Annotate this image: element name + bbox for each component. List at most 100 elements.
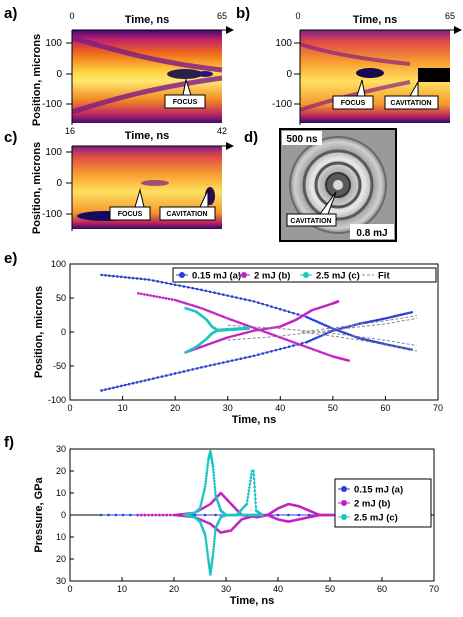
data-point: [143, 513, 147, 517]
data-point: [200, 366, 203, 369]
data-point: [212, 542, 216, 546]
legend-label: 0.15 mJ (a): [354, 485, 403, 496]
y-tick-label: 30: [56, 576, 66, 586]
data-point: [195, 305, 199, 309]
panel-a-ylabel: Position, microns: [31, 34, 43, 126]
legend-label: 2.5 mJ (c): [316, 271, 360, 282]
panel-a-focus-callout: [164, 78, 206, 109]
data-point: [158, 295, 162, 299]
data-point: [276, 325, 280, 329]
x-tick-label: 0: [67, 584, 72, 594]
data-point: [368, 339, 372, 342]
x-tick-label: 50: [325, 584, 335, 594]
data-point: [104, 388, 107, 391]
panel-b-label: b): [236, 5, 250, 22]
data-point: [327, 353, 330, 357]
data-point: [257, 328, 260, 332]
data-point: [388, 316, 392, 319]
legend-marker: [341, 486, 347, 492]
data-point: [252, 300, 256, 303]
panel-b-cavitation-callout: [384, 80, 439, 110]
data-point: [375, 318, 378, 322]
y-tick-label: -100: [48, 395, 66, 405]
panel-d-time-tag-box: [282, 131, 322, 145]
data-point: [206, 550, 209, 554]
panel-a-ytick: 0: [56, 69, 62, 80]
data-point: [164, 297, 168, 300]
data-point: [311, 338, 315, 341]
panel-f-label: f): [4, 434, 14, 451]
data-point: [252, 473, 256, 477]
x-tick-label: 10: [117, 584, 127, 594]
x-axis-label: Time, ns: [232, 414, 276, 426]
panel-b-ytick: 100: [275, 38, 292, 49]
data-point: [226, 317, 230, 320]
data-point: [239, 297, 243, 300]
legend-marker: [241, 272, 247, 278]
data-point: [211, 311, 214, 314]
panel-a-focus-text: FOCUS: [173, 99, 198, 106]
data-point: [224, 316, 227, 319]
data-point: [205, 548, 209, 551]
data-point: [261, 352, 265, 355]
data-point: [186, 285, 190, 289]
data-point: [261, 329, 265, 333]
panel-d-cavitation-callout: [286, 191, 337, 227]
data-point: [257, 353, 260, 356]
data-point: [212, 471, 215, 474]
data-point: [193, 304, 197, 308]
data-point: [123, 383, 127, 387]
data-point: [384, 317, 387, 320]
data-point: [151, 279, 155, 282]
data-point: [182, 370, 186, 373]
data-point: [399, 313, 403, 317]
data-point: [181, 514, 184, 518]
data-point: [254, 505, 258, 508]
data-point: [368, 320, 372, 323]
data-point: [261, 302, 265, 306]
data-point: [206, 466, 209, 470]
data-point: [217, 292, 221, 295]
data-point: [204, 479, 208, 483]
x-tick-label: 20: [169, 584, 179, 594]
data-point: [213, 479, 216, 483]
data-point: [161, 296, 165, 300]
legend-label: 2.5 mJ (c): [354, 513, 398, 524]
data-point: [300, 344, 304, 347]
data-point: [213, 540, 216, 543]
data-point: [263, 327, 267, 331]
data-point: [203, 487, 206, 490]
panel-c-ytick: 0: [56, 178, 62, 189]
data-point: [245, 502, 249, 506]
data-point: [147, 513, 150, 517]
data-point: [137, 291, 140, 295]
series-2: [183, 449, 264, 576]
data-point: [222, 361, 225, 364]
data-point: [217, 313, 221, 317]
data-point: [278, 336, 282, 339]
data-point: [212, 473, 216, 477]
data-point: [146, 293, 149, 297]
data-point: [191, 286, 194, 290]
data-point: [353, 323, 357, 327]
data-point: [287, 345, 291, 349]
data-point: [322, 323, 326, 327]
data-point: [169, 282, 173, 286]
data-point: [309, 338, 313, 342]
chart-e: 0 10 20 30 40 50 60 70 -100 -50 0 50 100 Time, ns Posi…: [33, 259, 443, 426]
data-point: [241, 322, 245, 326]
legend-marker: [179, 272, 185, 278]
data-point: [108, 274, 111, 277]
data-point: [160, 280, 164, 284]
data-point: [250, 473, 253, 476]
series-3: [227, 315, 418, 352]
data-point: [212, 545, 216, 548]
data-point: [276, 513, 280, 517]
data-point: [204, 308, 208, 312]
panel-c-xlabel: Time, ns: [125, 130, 169, 142]
data-point: [307, 513, 311, 517]
data-point: [104, 273, 107, 277]
data-point: [272, 333, 276, 337]
data-point: [268, 332, 271, 335]
